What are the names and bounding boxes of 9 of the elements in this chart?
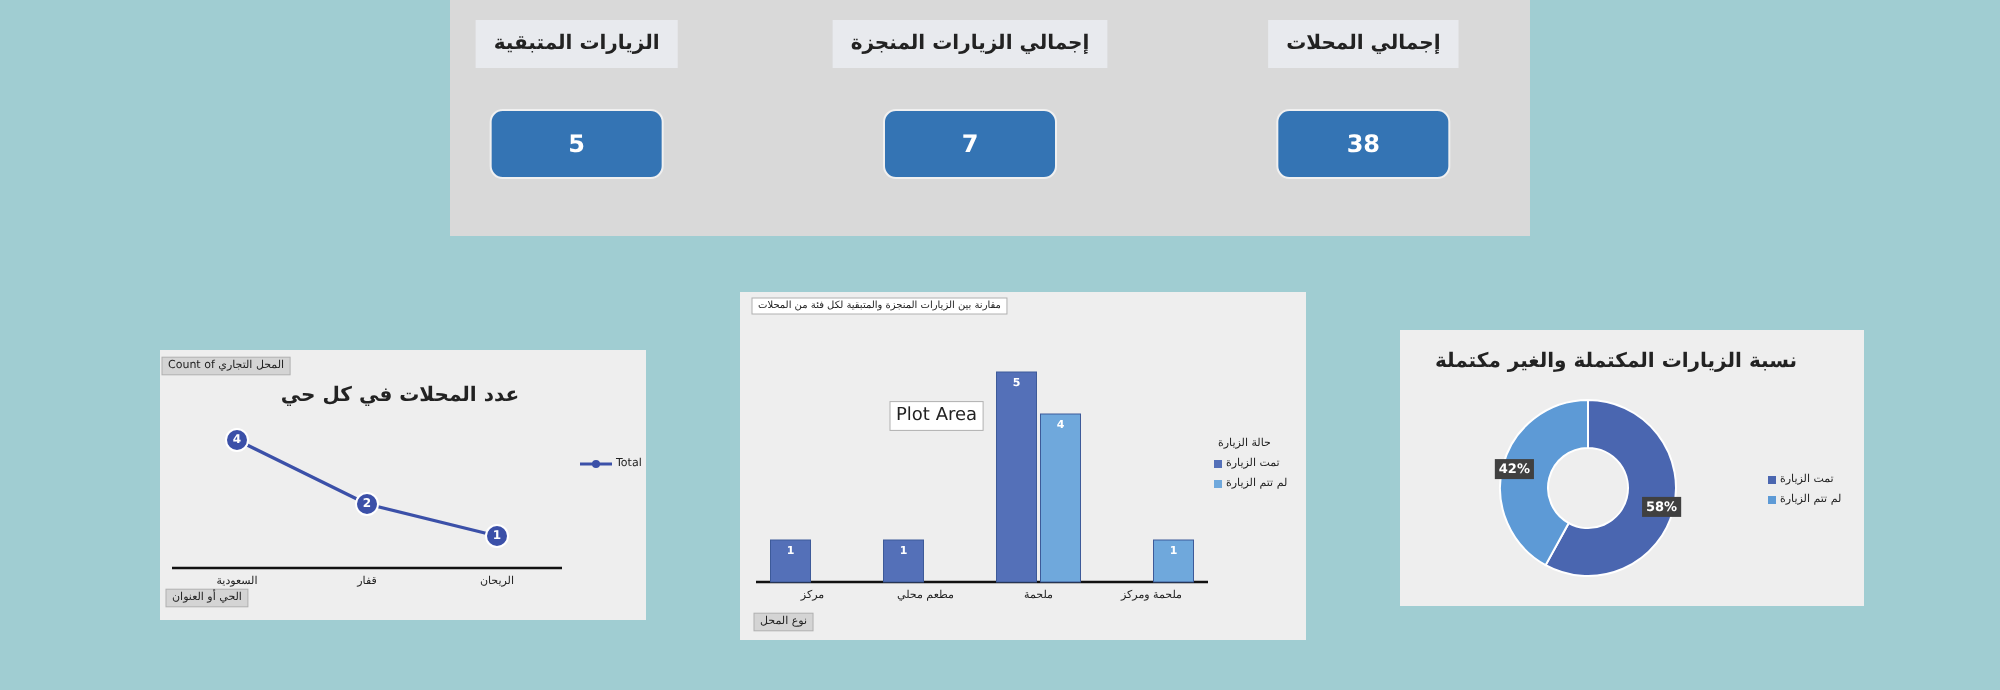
category-label: الزيارات المتبقية — [493, 33, 660, 55]
chart-title: نسبة الزيارات المكتملة والغير مكتملة — [1434, 351, 1798, 373]
category-label: إجمالي الزيارات المنجزة — [850, 33, 1090, 55]
data-label: 5 — [568, 130, 586, 158]
chart-title: عدد المحلات في كل حي — [280, 385, 520, 407]
data-label: 38 — [1346, 130, 1381, 158]
data-label: 7 — [961, 130, 979, 158]
annotation: Plot Area — [896, 406, 978, 426]
category-label: إجمالي المحلات — [1286, 33, 1441, 55]
